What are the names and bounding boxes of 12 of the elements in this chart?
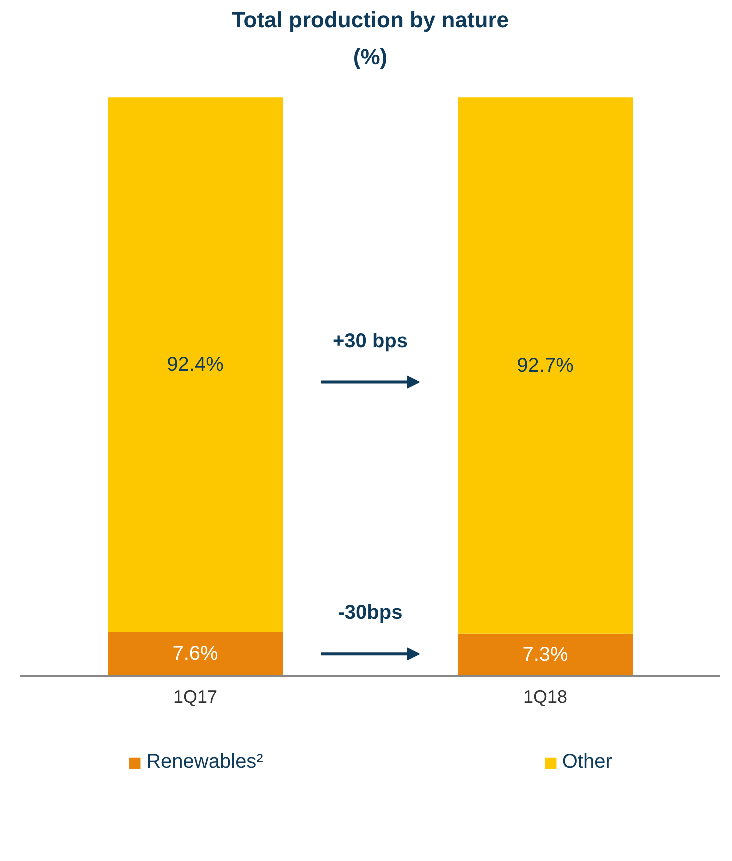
data-label: 92.7% — [517, 354, 574, 377]
data-label: 7.3% — [522, 644, 569, 666]
annotation: -30bps — [338, 602, 403, 624]
x-tick-label: 1Q17 — [173, 687, 218, 708]
legend-label: Renewables² — [146, 751, 264, 774]
x-tick-label: 1Q18 — [523, 687, 568, 708]
data-label: 92.4% — [167, 354, 224, 376]
legend-label: Other — [562, 751, 612, 774]
annotation: +30 bps — [332, 330, 408, 352]
chart-subtitle: (%) — [353, 44, 388, 70]
data-label: 7.6% — [172, 643, 219, 666]
chart-title: Total production by nature — [232, 8, 510, 32]
